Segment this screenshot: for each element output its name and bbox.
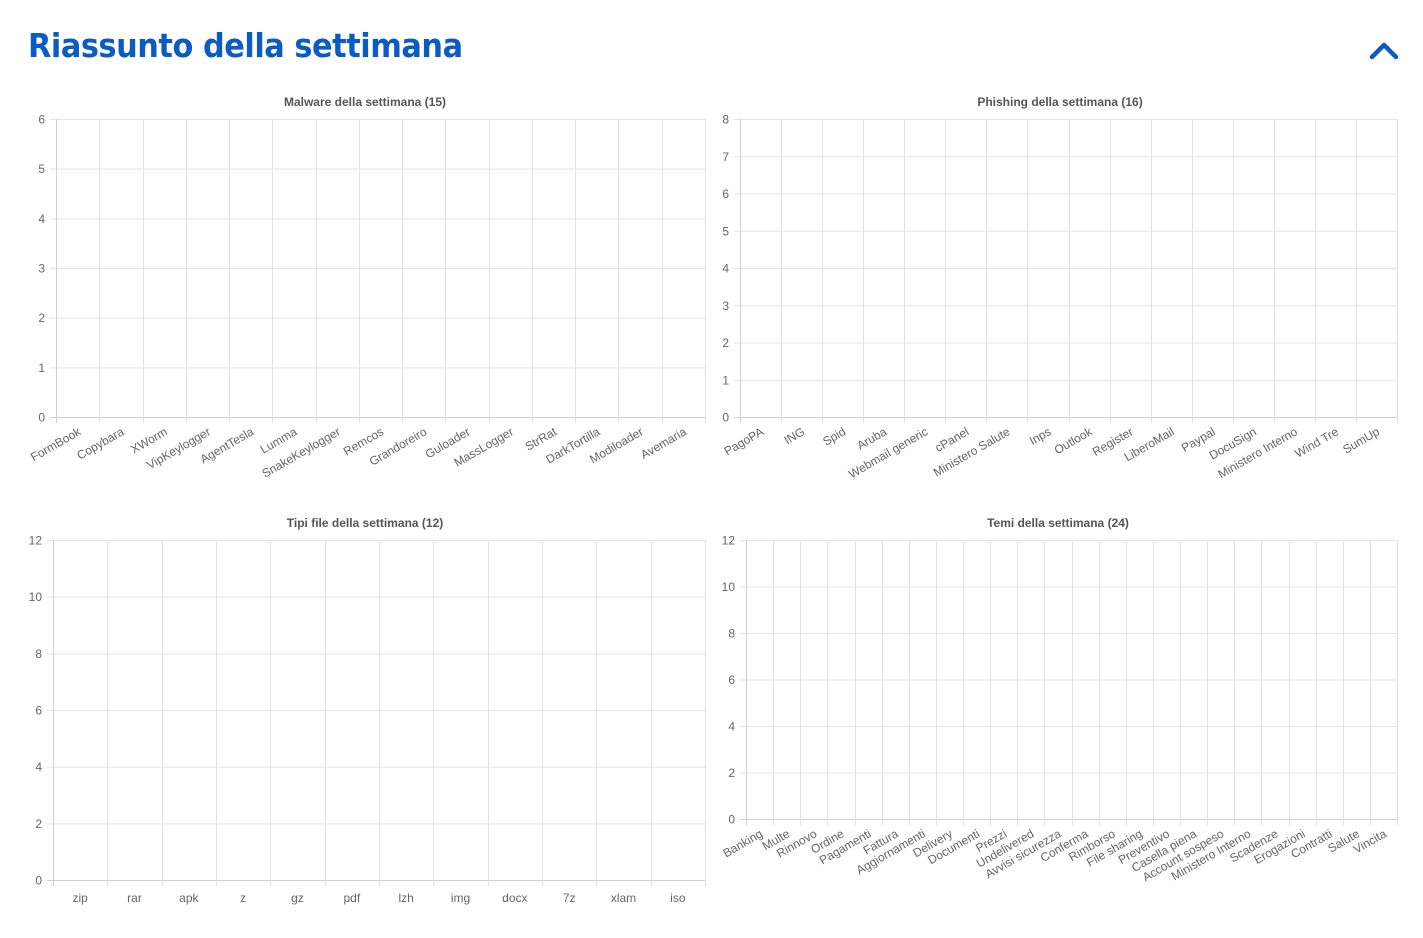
y-tick-label: 1 xyxy=(38,361,45,375)
x-tick-label: zip xyxy=(72,891,88,905)
y-tick-label: 6 xyxy=(728,673,735,687)
y-tick-label: 0 xyxy=(728,813,735,827)
y-tick-label: 2 xyxy=(728,766,735,780)
x-tick-label: z xyxy=(240,891,246,905)
y-tick-label: 3 xyxy=(722,299,729,313)
x-tick-label: pdf xyxy=(343,891,360,905)
x-tick-label: 7z xyxy=(563,891,576,905)
y-tick-label: 7 xyxy=(722,150,729,164)
y-tick-label: 0 xyxy=(722,411,729,425)
y-tick-label: 2 xyxy=(722,336,729,350)
y-tick-label: 3 xyxy=(38,262,45,276)
x-tick-label: iso xyxy=(670,891,686,905)
chart-title: Phishing della settimana (16) xyxy=(977,95,1142,109)
y-tick-label: 0 xyxy=(35,874,42,888)
y-tick-label: 1 xyxy=(722,373,729,387)
x-tick-label: gz xyxy=(291,891,304,905)
y-tick-label: 6 xyxy=(38,113,45,127)
y-tick-label: 8 xyxy=(722,113,729,127)
collapse-button[interactable] xyxy=(1366,36,1402,64)
y-tick-label: 0 xyxy=(38,411,45,425)
x-tick-label: docx xyxy=(502,891,527,905)
chart-title: Temi della settimana (24) xyxy=(987,516,1129,530)
x-tick-label: lzh xyxy=(398,891,413,905)
y-tick-label: 10 xyxy=(29,590,43,604)
y-tick-label: 4 xyxy=(35,760,42,774)
y-tick-label: 8 xyxy=(35,647,42,661)
x-tick-label: Banking xyxy=(720,826,765,860)
y-tick-label: 5 xyxy=(722,224,729,238)
page-title: Riassunto della settimana xyxy=(28,26,463,65)
chart-title: Malware della settimana (15) xyxy=(284,95,446,109)
x-tick-label: apk xyxy=(179,891,199,905)
y-tick-label: 2 xyxy=(35,817,42,831)
y-tick-label: 5 xyxy=(38,162,45,176)
y-tick-label: 12 xyxy=(29,534,43,548)
y-tick-label: 6 xyxy=(35,704,42,718)
x-tick-label: rar xyxy=(127,891,142,905)
y-tick-label: 8 xyxy=(728,627,735,641)
x-tick-label: img xyxy=(451,891,470,905)
y-tick-label: 4 xyxy=(38,212,45,226)
chevron-up-icon xyxy=(1369,42,1399,60)
y-tick-label: 4 xyxy=(728,720,735,734)
x-tick-label: xlam xyxy=(611,891,636,905)
y-tick-label: 10 xyxy=(722,580,736,594)
y-tick-label: 12 xyxy=(722,534,736,548)
y-tick-label: 6 xyxy=(722,187,729,201)
y-tick-label: 4 xyxy=(722,262,729,276)
chart-title: Tipi file della settimana (12) xyxy=(287,516,444,530)
y-tick-label: 2 xyxy=(38,311,45,325)
